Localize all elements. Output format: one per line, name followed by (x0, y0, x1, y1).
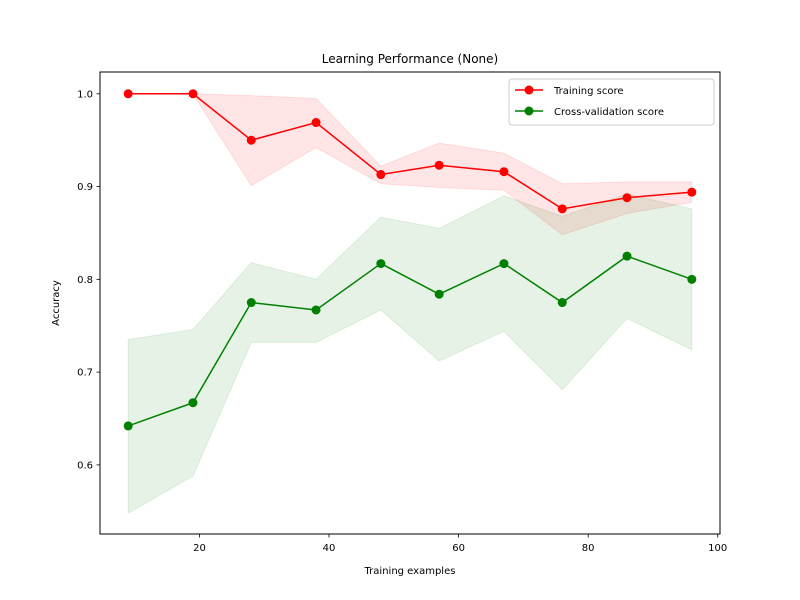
legend-label-training: Training score (553, 86, 624, 97)
point-cv-5 (434, 289, 444, 299)
y-tick-label-3: 0.9 (77, 182, 93, 193)
point-cv-2 (246, 298, 256, 308)
x-tick-label-3: 80 (582, 543, 595, 554)
point-training-9 (687, 187, 697, 197)
point-cv-0 (123, 421, 133, 431)
point-training-4 (376, 170, 386, 180)
point-cv-9 (687, 274, 697, 284)
point-training-3 (311, 118, 321, 128)
axes-spines (99, 71, 721, 535)
y-tick-label-0: 0.6 (77, 460, 93, 471)
series-line-cv (127, 255, 693, 427)
y-tick-label-1: 0.7 (77, 368, 93, 379)
x-tick-label-4: 100 (708, 543, 727, 554)
y-tick-label-4: 1.0 (77, 89, 93, 100)
y-axis-label: Accuracy (51, 280, 62, 326)
y-tick-label-2: 0.8 (77, 275, 93, 286)
band-cv (127, 193, 693, 514)
legend-label-cv: Cross-validation score (554, 107, 664, 118)
legend-box (508, 78, 715, 126)
point-cv-3 (311, 305, 321, 315)
point-cv-6 (499, 259, 509, 269)
point-training-0 (123, 89, 133, 99)
plot-area (100, 72, 720, 534)
y-axis-ticks: 0.6 0.7 0.8 0.9 1.0 (77, 89, 100, 471)
x-tick-label-1: 40 (323, 543, 336, 554)
series-lines (127, 93, 693, 427)
x-tick-label-0: 20 (193, 543, 206, 554)
point-training-1 (188, 89, 198, 99)
point-training-7 (557, 204, 567, 214)
point-training-6 (499, 167, 509, 177)
series-line-training (128, 93, 692, 210)
point-cv-8 (622, 251, 632, 261)
point-cv-7 (557, 298, 567, 308)
point-training-2 (246, 135, 256, 145)
confidence-bands (127, 93, 693, 514)
series-markers (123, 89, 697, 431)
point-training-5 (434, 160, 444, 170)
point-cv-1 (188, 398, 198, 408)
legend-marker-cv (524, 106, 534, 116)
plot-frame (99, 71, 721, 535)
point-training-8 (622, 193, 632, 203)
chart-title: Learning Performance (None) (322, 52, 498, 66)
legend-marker-training (524, 85, 534, 95)
x-axis-ticks: 20 40 60 80 100 (193, 534, 727, 554)
x-tick-label-2: 60 (452, 543, 465, 554)
x-axis-label: Training examples (364, 566, 456, 577)
point-cv-4 (376, 259, 386, 269)
legend: Training score Cross-validation score (508, 78, 715, 126)
